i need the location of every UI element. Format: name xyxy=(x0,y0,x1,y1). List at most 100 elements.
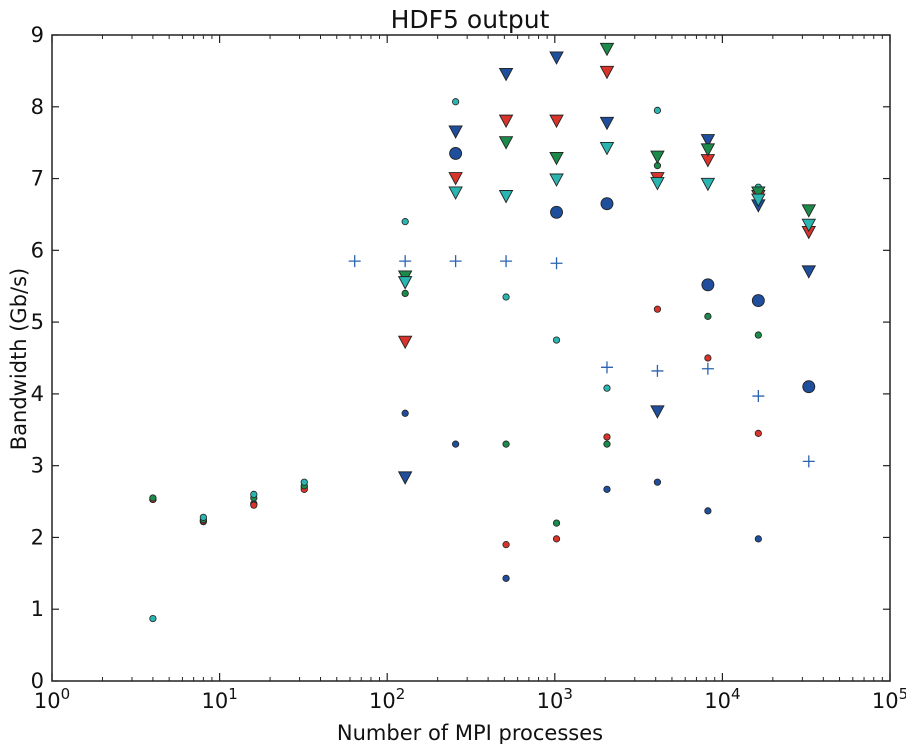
triangle-point xyxy=(397,276,413,290)
large-circle-point xyxy=(701,278,715,292)
x-axis-label: Number of MPI processes xyxy=(337,721,603,744)
plus-point xyxy=(802,455,815,468)
small-circle-point xyxy=(502,574,510,582)
triangle-point xyxy=(549,152,564,166)
small-circle-point xyxy=(149,614,157,623)
triangle-point xyxy=(801,265,817,279)
y-tick-label: 7 xyxy=(31,167,44,191)
triangle-point xyxy=(498,68,514,82)
triangle-point xyxy=(549,51,564,65)
triangle-point xyxy=(650,177,665,191)
small-circle-point xyxy=(552,519,561,527)
small-circle-point xyxy=(603,433,611,441)
triangle-point xyxy=(498,190,514,204)
y-tick-label: 9 xyxy=(31,23,44,47)
series-2 xyxy=(149,162,762,527)
triangle-point xyxy=(599,65,615,80)
plus-point xyxy=(550,257,563,270)
triangle-point xyxy=(700,143,716,157)
triangle-point xyxy=(448,125,463,139)
triangle-point xyxy=(448,172,463,186)
small-circle-point xyxy=(754,535,762,543)
small-circle-point xyxy=(502,541,510,549)
triangle-point xyxy=(751,186,766,200)
small-circle-point xyxy=(401,218,409,226)
y-tick-label: 6 xyxy=(31,238,44,262)
triangle-point xyxy=(599,141,615,156)
small-circle-point xyxy=(754,331,762,339)
series-6 xyxy=(397,51,817,485)
triangle-point xyxy=(397,471,413,485)
small-circle-point xyxy=(603,485,611,493)
plus-point xyxy=(651,364,664,377)
small-circle-point xyxy=(300,478,308,486)
chart-title: HDF5 output xyxy=(391,5,550,34)
series-4 xyxy=(449,146,816,394)
plot-frame xyxy=(51,34,891,682)
x-tick-label: 100 xyxy=(34,685,70,713)
plus-point xyxy=(600,361,613,374)
y-axis-label: Bandwidth (Gb/s) xyxy=(7,268,31,450)
y-tick-label: 0 xyxy=(31,669,44,693)
triangle-point xyxy=(599,116,615,131)
triangle-point xyxy=(549,114,564,129)
triangle-point xyxy=(650,405,665,419)
y-tick-label: 2 xyxy=(31,525,44,549)
axis-ticks: 0 1 2 3 4 5 6 7 8 9 100 101 102 103 104 105 xyxy=(31,23,906,713)
triangle-point xyxy=(549,173,564,187)
small-circle-point xyxy=(754,429,762,437)
plus-point xyxy=(500,255,513,268)
small-circle-point xyxy=(452,440,460,448)
triangle-point xyxy=(498,114,514,129)
large-circle-point xyxy=(449,146,463,160)
small-circle-point xyxy=(704,312,712,320)
y-tick-label: 1 xyxy=(31,597,44,621)
plus-point xyxy=(399,255,412,268)
small-circle-point xyxy=(250,501,258,509)
small-circle-point xyxy=(502,440,510,448)
triangle-point xyxy=(751,193,766,208)
series-1 xyxy=(149,305,762,549)
plus-point xyxy=(449,255,462,268)
triangle-point xyxy=(700,177,716,192)
triangle-point xyxy=(397,335,413,350)
data-marks xyxy=(149,42,817,623)
series-9 xyxy=(397,141,817,290)
triangle-point xyxy=(801,218,817,233)
triangle-point xyxy=(801,204,817,218)
small-circle-point xyxy=(452,98,460,106)
small-circle-point xyxy=(401,409,409,417)
y-tick-label: 4 xyxy=(31,382,44,406)
plus-point xyxy=(348,255,361,268)
small-circle-point xyxy=(149,494,157,502)
large-circle-point xyxy=(802,380,816,394)
triangle-point xyxy=(650,150,665,164)
series-0 xyxy=(149,409,762,582)
x-tick-label: 102 xyxy=(369,685,405,713)
large-circle-point xyxy=(550,205,563,219)
small-circle-point xyxy=(704,507,712,515)
small-circle-point xyxy=(603,384,611,392)
triangle-point xyxy=(700,134,716,148)
x-tick-label: 101 xyxy=(201,685,237,713)
small-circle-point xyxy=(653,305,662,313)
large-circle-point xyxy=(751,294,765,308)
triangle-point xyxy=(599,42,615,57)
plus-point xyxy=(701,362,714,375)
small-circle-point xyxy=(250,490,258,498)
small-circle-point xyxy=(704,354,712,362)
triangle-point xyxy=(448,186,463,200)
series-8 xyxy=(397,42,817,284)
small-circle-point xyxy=(552,535,561,543)
y-tick-label: 5 xyxy=(31,310,44,334)
y-tick-label: 8 xyxy=(31,95,44,119)
small-circle-point xyxy=(653,478,662,486)
small-circle-point xyxy=(401,289,409,297)
x-tick-label: 105 xyxy=(872,685,906,713)
plus-point xyxy=(752,390,765,403)
triangle-point xyxy=(498,136,514,150)
series-5 xyxy=(348,255,815,468)
small-circle-point xyxy=(552,336,561,344)
x-tick-label: 103 xyxy=(537,685,573,713)
